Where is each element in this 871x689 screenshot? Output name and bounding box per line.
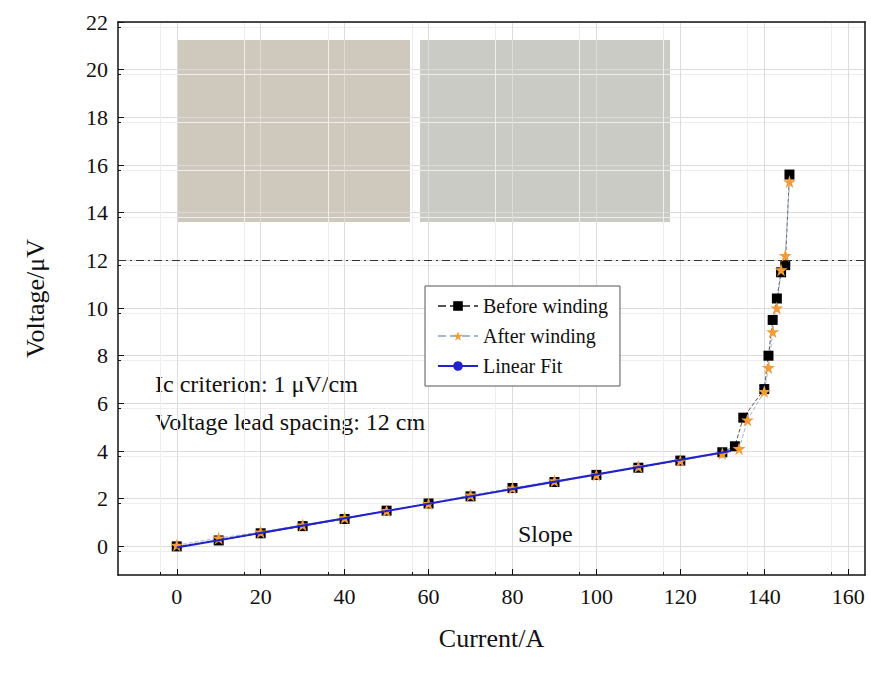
svg-text:60: 60 <box>418 584 440 609</box>
svg-text:0: 0 <box>97 534 108 559</box>
svg-text:12: 12 <box>86 248 108 273</box>
svg-text:Ic criterion: 1 μV/cm: Ic criterion: 1 μV/cm <box>155 371 358 397</box>
svg-text:14: 14 <box>86 200 108 225</box>
svg-text:After winding: After winding <box>483 325 596 348</box>
svg-text:6: 6 <box>97 391 108 416</box>
svg-text:140: 140 <box>748 584 781 609</box>
svg-text:80: 80 <box>501 584 523 609</box>
svg-text:120: 120 <box>664 584 697 609</box>
svg-text:4: 4 <box>97 439 108 464</box>
svg-text:Before winding: Before winding <box>483 295 608 318</box>
svg-text:100: 100 <box>580 584 613 609</box>
svg-text:20: 20 <box>86 57 108 82</box>
svg-text:Voltage/μV: Voltage/μV <box>21 239 50 358</box>
svg-text:10: 10 <box>86 296 108 321</box>
svg-text:Voltage lead spacing: 12 cm: Voltage lead spacing: 12 cm <box>155 409 425 435</box>
svg-text:22: 22 <box>86 10 108 35</box>
svg-text:16: 16 <box>86 153 108 178</box>
svg-text:40: 40 <box>334 584 356 609</box>
svg-text:18: 18 <box>86 105 108 130</box>
svg-text:8: 8 <box>97 343 108 368</box>
svg-text:Slope: Slope <box>518 521 573 547</box>
svg-text:Linear Fit: Linear Fit <box>483 355 563 377</box>
svg-text:160: 160 <box>832 584 865 609</box>
svg-text:Current/A: Current/A <box>439 624 545 653</box>
svg-text:2: 2 <box>97 486 108 511</box>
svg-text:0: 0 <box>171 584 182 609</box>
svg-text:20: 20 <box>250 584 272 609</box>
